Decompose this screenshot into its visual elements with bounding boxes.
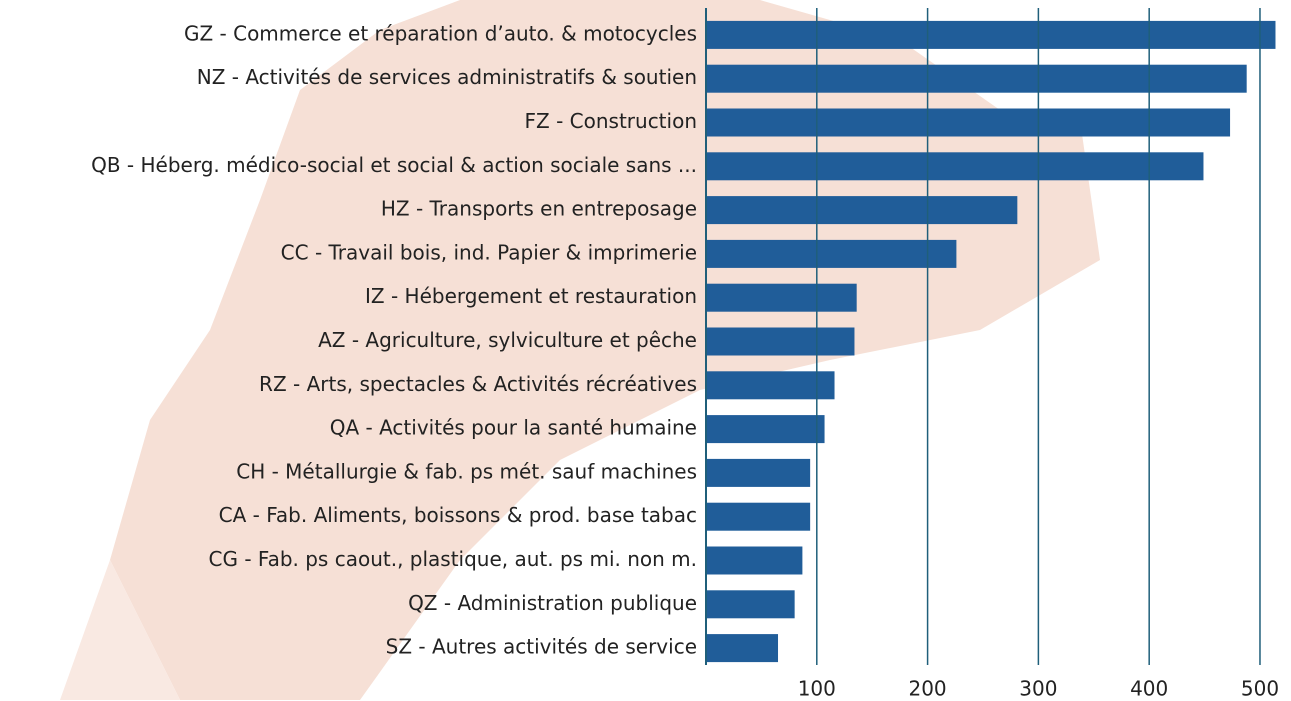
y-tick-label: NZ - Activités de services administratif… bbox=[197, 65, 697, 89]
bar bbox=[706, 239, 957, 268]
bar bbox=[706, 64, 1247, 93]
bar bbox=[706, 283, 857, 312]
y-tick-label: HZ - Transports en entreposage bbox=[381, 197, 697, 221]
y-tick-label: CG - Fab. ps caout., plastique, aut. ps … bbox=[209, 547, 698, 571]
x-tick-label: 100 bbox=[798, 677, 836, 701]
x-tick-label: 300 bbox=[1019, 677, 1057, 701]
y-tick-label: QB - Héberg. médico-social et social & a… bbox=[91, 153, 697, 177]
y-tick-label: IZ - Hébergement et restauration bbox=[365, 284, 697, 308]
bar bbox=[706, 108, 1231, 137]
bar bbox=[706, 371, 835, 400]
x-tick-label: 400 bbox=[1130, 677, 1168, 701]
bar bbox=[706, 327, 855, 356]
y-tick-label: FZ - Construction bbox=[525, 109, 697, 133]
bar bbox=[706, 152, 1204, 181]
y-tick-label: GZ - Commerce et réparation d’auto. & mo… bbox=[184, 21, 697, 45]
bar bbox=[706, 590, 795, 619]
bar bbox=[706, 415, 825, 444]
y-tick-label: CA - Fab. Aliments, boissons & prod. bas… bbox=[219, 503, 697, 527]
bar bbox=[706, 502, 811, 531]
y-tick-label: QZ - Administration publique bbox=[408, 591, 697, 615]
y-tick-label: AZ - Agriculture, sylviculture et pêche bbox=[318, 328, 697, 352]
bar bbox=[706, 634, 779, 663]
y-tick-label: CH - Métallurgie & fab. ps mét. sauf mac… bbox=[236, 459, 697, 483]
y-tick-label: SZ - Autres activités de service bbox=[386, 635, 697, 659]
x-tick-label: 200 bbox=[908, 677, 946, 701]
y-tick-label: RZ - Arts, spectacles & Activités récréa… bbox=[259, 372, 697, 396]
bar bbox=[706, 20, 1276, 49]
background-map bbox=[60, 560, 180, 700]
bar bbox=[706, 196, 1018, 225]
x-tick-label: 500 bbox=[1241, 677, 1279, 701]
bar bbox=[706, 546, 803, 575]
y-tick-label: QA - Activités pour la santé humaine bbox=[330, 416, 697, 440]
bar bbox=[706, 458, 811, 487]
y-tick-label: CC - Travail bois, ind. Papier & imprime… bbox=[281, 240, 697, 264]
